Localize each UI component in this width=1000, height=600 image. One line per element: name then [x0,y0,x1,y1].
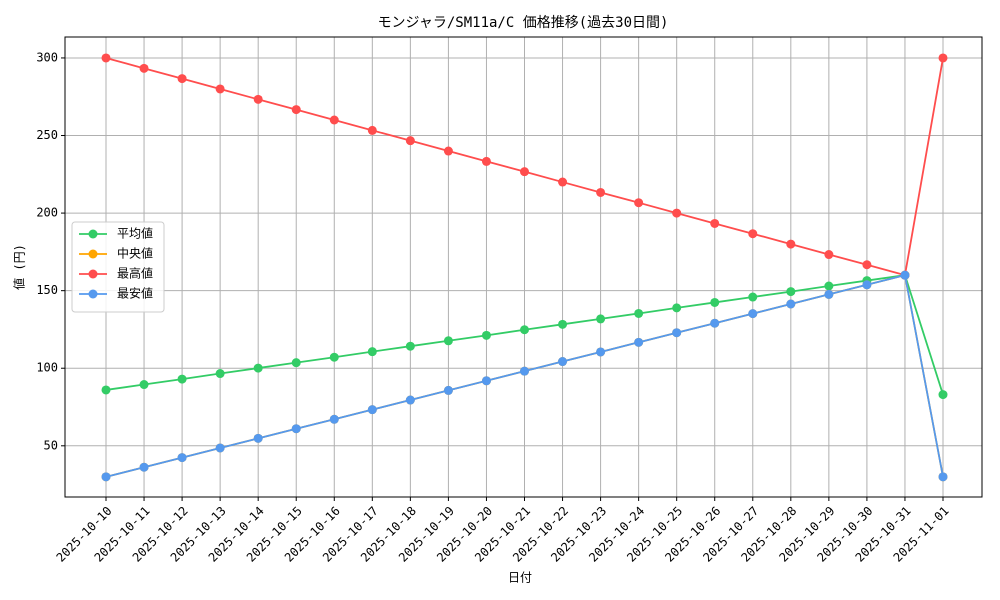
data-point [177,453,187,463]
data-point [710,218,720,228]
data-point [824,289,834,299]
data-point [253,363,263,373]
data-point [253,94,263,104]
x-axis-label: 日付 [508,571,532,585]
data-point [481,330,491,340]
data-point [824,281,834,291]
data-point [329,115,339,125]
data-point [405,136,415,146]
data-point [938,390,948,400]
data-point [558,177,568,187]
data-point [520,167,529,177]
data-point [101,385,111,395]
y-tick-label: 250 [36,128,58,142]
data-point [215,84,225,94]
data-point [405,341,415,351]
data-point [443,146,453,156]
legend-label: 最安値 [117,286,153,301]
data-point [101,472,111,482]
data-point [596,314,606,324]
chart-title: モンジャラ/SM11a/C 価格推移(過去30日間) [378,15,669,31]
data-point [139,462,149,472]
data-point [710,318,720,328]
data-point [900,270,910,280]
data-point [101,53,111,63]
data-point [786,239,796,249]
data-point [215,443,225,453]
y-tick-label: 150 [36,283,58,297]
data-point [786,287,796,297]
data-point [139,63,149,73]
data-point [367,405,377,415]
y-tick-label: 100 [36,361,58,375]
data-point [596,187,606,197]
data-point [481,156,491,166]
y-axis-label: 値 (円) [12,244,27,290]
y-tick-label: 50 [44,438,58,452]
legend-box [71,221,165,313]
data-point [139,380,149,390]
data-point [177,74,187,84]
legend-marker [88,229,98,239]
data-point [862,280,872,290]
data-point [672,328,682,338]
data-point [862,260,872,270]
data-point [938,53,948,63]
data-point [520,325,529,335]
data-point [558,357,568,367]
y-tick-label: 200 [36,206,58,220]
data-point [634,337,644,347]
data-point [634,308,644,318]
data-point [253,433,263,443]
data-point [938,472,948,482]
data-point [672,208,682,218]
data-point [710,297,720,307]
legend-marker [88,289,98,299]
data-point [596,347,606,357]
data-point [405,395,415,405]
data-point [329,352,339,362]
y-tick-label: 300 [36,50,58,64]
data-point [443,385,453,395]
data-point [329,414,339,424]
data-point [367,347,377,357]
data-point [748,229,758,239]
data-point [748,292,758,302]
legend-marker [88,249,98,259]
data-point [481,376,491,386]
data-point [672,303,682,313]
data-point [634,198,644,208]
data-point [443,336,453,346]
data-point [291,424,301,434]
data-point [291,105,301,115]
legend-label: 平均値 [117,226,153,241]
data-point [367,125,377,135]
plot-frame [64,36,983,498]
legend-marker [88,269,98,279]
data-point [558,319,568,329]
legend-label: 最高値 [117,266,153,281]
data-point [786,299,796,309]
data-point [520,366,529,376]
legend-label: 中央値 [117,246,153,261]
data-point [291,358,301,368]
data-point [824,250,834,260]
data-point [177,374,187,384]
data-point [748,309,758,319]
data-point [215,369,225,379]
